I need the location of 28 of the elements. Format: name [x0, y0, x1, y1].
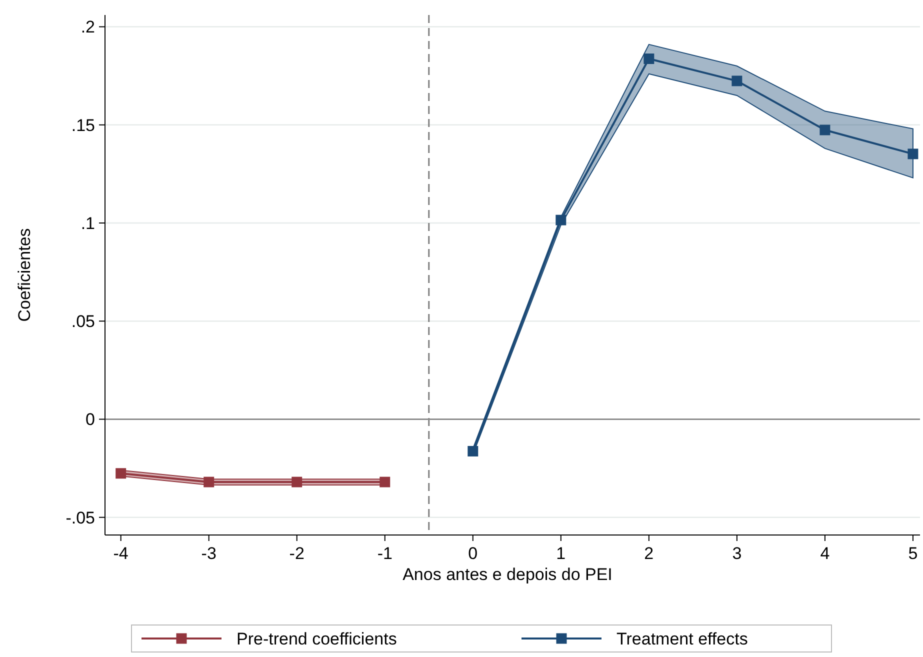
y-tick-label: .2	[80, 18, 95, 37]
point	[556, 214, 566, 226]
x-tick-label: -4	[113, 544, 128, 563]
x-tick-label: -3	[201, 544, 216, 563]
legend-label: Treatment effects	[616, 629, 748, 648]
y-tick-label: .1	[80, 214, 95, 233]
x-tick-label: 2	[644, 544, 654, 563]
x-tick-label: 3	[732, 544, 742, 563]
y-axis-title: Coeficientes	[15, 228, 34, 322]
x-tick-label: -1	[377, 544, 392, 563]
point	[820, 124, 830, 136]
point	[908, 148, 918, 160]
x-tick-label: 0	[468, 544, 478, 563]
point	[380, 476, 390, 488]
x-axis-title: Anos antes e depois do PEI	[402, 565, 612, 584]
x-tick-label: 5	[908, 544, 918, 563]
point	[116, 468, 126, 479]
point	[468, 446, 478, 456]
y-tick-label: .05	[71, 312, 95, 332]
legend-label: Pre-trend coefficients	[236, 629, 397, 648]
x-tick-label: 1	[556, 544, 566, 563]
y-tick-label: 0	[86, 410, 95, 430]
y-tick-label: .15	[71, 116, 95, 135]
y-tick-label: -.05	[66, 508, 95, 528]
x-tick-label: -2	[289, 544, 304, 563]
x-tick-label: 4	[820, 544, 830, 563]
point	[644, 54, 654, 64]
point	[732, 76, 742, 86]
